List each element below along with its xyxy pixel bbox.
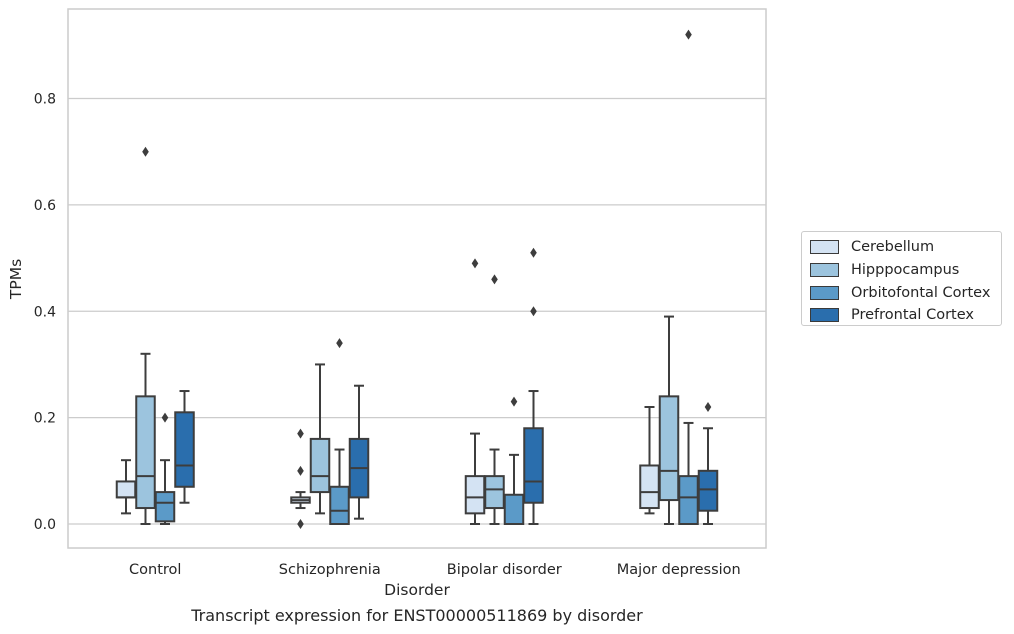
- y-tick-labels: 0.0 0.2 0.4 0.6 0.8: [34, 92, 56, 534]
- outlier-point: [510, 396, 518, 407]
- outlier-point: [297, 428, 304, 439]
- legend-swatch: [810, 240, 839, 255]
- box-body: [154, 491, 176, 523]
- x-tick-label: Major depression: [617, 562, 741, 578]
- box-body: [697, 469, 719, 512]
- plot-frame: [67, 8, 767, 549]
- box-body: [309, 437, 331, 494]
- box-hipppocampus: [309, 363, 331, 515]
- box-orbitofontal-cortex: [154, 412, 176, 525]
- box-body: [678, 475, 699, 526]
- x-tick-label: Control: [129, 562, 181, 578]
- legend-item: Cerebellum: [810, 236, 1001, 259]
- box-prefrontal-cortex: [348, 384, 370, 520]
- x-tick-label: Schizophrenia: [279, 562, 381, 578]
- outlier-point: [685, 29, 692, 40]
- chart-caption: Transcript expression for ENST0000051186…: [191, 606, 643, 625]
- legend-label: Prefrontal Cortex: [851, 307, 974, 324]
- y-tick-label: 0.0: [34, 517, 56, 533]
- outlier-point: [161, 412, 169, 423]
- y-tick-label: 0.4: [34, 304, 56, 320]
- legend-swatch: [810, 285, 839, 300]
- legend-item: Hipppocampus: [810, 259, 1001, 282]
- x-tick-labels: Control Schizophrenia Bipolar disorder Majo…: [129, 562, 741, 578]
- outlier-point: [491, 274, 498, 285]
- outlier-point: [704, 401, 712, 412]
- y-tick-label: 0.6: [34, 198, 56, 214]
- box-body: [115, 480, 137, 499]
- box-body: [523, 427, 544, 504]
- box-cerebellum: [464, 258, 486, 525]
- legend-item: Prefrontal Cortex: [810, 304, 1001, 327]
- legend: Cerebellum Hipppocampus Orbitofontal Corte…: [801, 231, 1002, 326]
- outlier-point: [297, 465, 304, 476]
- box-prefrontal-cortex: [697, 401, 719, 525]
- legend-label: Hipppocampus: [851, 262, 960, 279]
- box-body: [503, 493, 525, 526]
- box-body: [135, 395, 156, 510]
- y-tick-label: 0.8: [34, 92, 56, 108]
- x-axis-label: Disorder: [384, 581, 450, 599]
- box-body: [658, 395, 680, 502]
- outlier-point: [336, 338, 343, 349]
- box-orbitofontal-cortex: [329, 338, 350, 525]
- box-body: [174, 411, 195, 488]
- box-orbitofontal-cortex: [503, 396, 525, 526]
- box-body: [464, 475, 486, 515]
- box-body: [329, 485, 350, 525]
- legend-label: Cerebellum: [851, 239, 935, 256]
- legend-swatch: [810, 263, 839, 278]
- box-cerebellum: [115, 459, 137, 515]
- box-layer: [115, 29, 719, 529]
- outlier-point: [530, 247, 537, 258]
- box-cerebellum: [290, 428, 311, 529]
- box-prefrontal-cortex: [523, 247, 544, 525]
- box-hipppocampus: [658, 315, 680, 525]
- box-body: [639, 464, 660, 510]
- box-prefrontal-cortex: [174, 390, 195, 504]
- outlier-point: [142, 146, 149, 157]
- box-body: [484, 475, 505, 510]
- box-hipppocampus: [484, 274, 505, 525]
- box-cerebellum: [639, 405, 660, 515]
- outlier-point: [297, 519, 304, 529]
- legend-label: Orbitofontal Cortex: [851, 284, 991, 301]
- legend-item: Orbitofontal Cortex: [810, 281, 1001, 304]
- outlier-point: [471, 258, 479, 269]
- legend-swatch: [810, 308, 839, 323]
- box-orbitofontal-cortex: [678, 29, 699, 526]
- box-hipppocampus: [135, 146, 156, 525]
- y-tick-label: 0.2: [34, 411, 56, 427]
- x-tick-label: Bipolar disorder: [447, 562, 562, 578]
- outlier-point: [530, 306, 537, 317]
- y-axis-label: TPMs: [7, 259, 25, 300]
